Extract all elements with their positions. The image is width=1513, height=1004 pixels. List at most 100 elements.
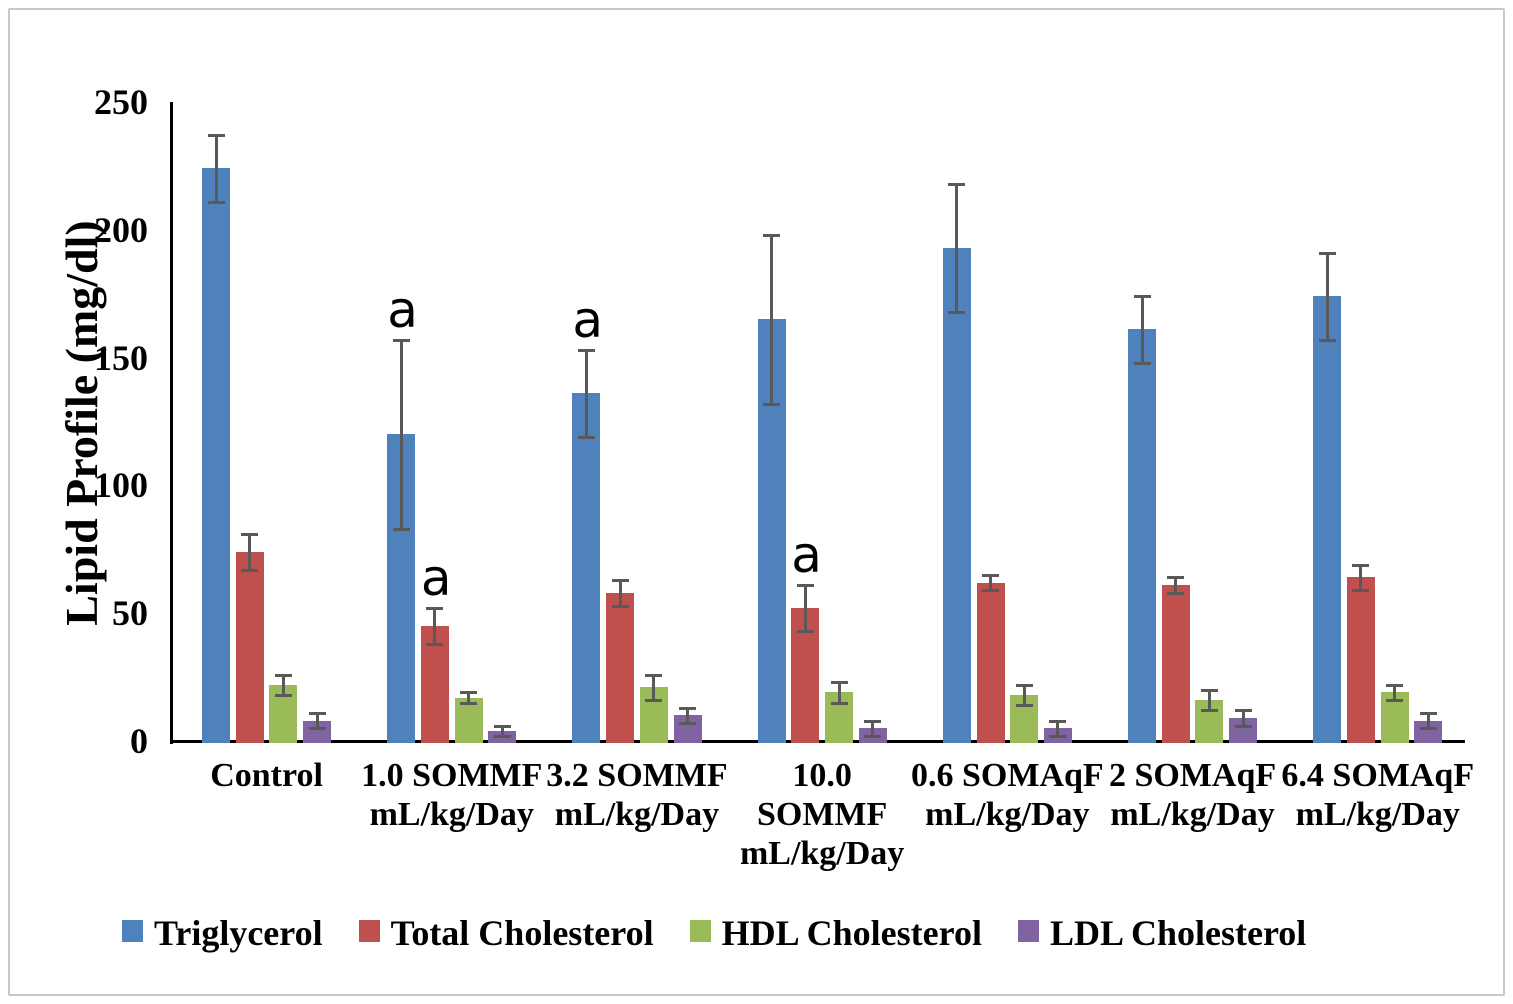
x-axis-label-2-somaqf-ml-kg-day: 2 SOMAqF mL/kg/Day [1091,756,1295,834]
x-axis-label-10-0-sommf-ml-kg-day: 10.0 SOMMF mL/kg/Day [720,756,924,873]
legend-label-hdl-cholesterol: HDL Cholesterol [721,913,982,953]
error-bar-line [281,674,285,695]
error-bar-cap [1200,688,1218,692]
error-bar-cap [1386,699,1404,703]
x-axis-label-line: mL/kg/Day [739,835,905,872]
x-axis-label-control: Control [165,756,369,795]
error-bar-line [467,692,471,703]
y-tick-label-50: 50 [112,593,148,634]
x-axis-label-line: mL/kg/Day [369,796,534,833]
error-bar-line [1426,712,1430,729]
error-bar-line [1241,710,1245,726]
error-bar-line [584,349,588,437]
bar-triglycerol-control [202,168,230,743]
error-bar-cap [611,578,629,582]
error-bar-cap [864,734,882,738]
y-axis-line [170,102,173,744]
significance-label: a [572,290,604,349]
error-bar-cap [611,604,629,608]
legend-item-hdl-cholesterol: HDL Cholesterol [689,908,982,958]
error-bar-cap [864,719,882,723]
error-bar-line [248,533,252,570]
bar-triglycerol-2-somaqf-ml-kg-day [1128,329,1156,743]
x-axis-label-line: Control [210,757,323,794]
x-axis-label-line: mL/kg/Day [1110,796,1275,833]
error-bar-cap [645,699,663,703]
bar-total-cholesterol-3-2-sommf-ml-kg-day [606,592,635,743]
error-bar-cap [679,722,696,726]
error-bar-cap [830,681,848,685]
error-bar-line [770,234,774,404]
legend-swatch-ldl-cholesterol [1017,920,1039,942]
error-bar-cap [1200,709,1218,713]
bar-total-cholesterol-6-4-somaqf-ml-kg-day [1346,577,1375,743]
error-bar-cap [830,701,848,705]
error-bar-cap [763,233,781,237]
error-bar-cap [493,734,511,738]
error-bar-cap [392,338,410,342]
error-bar-cap [796,630,814,634]
legend-label-total-cholesterol: Total Cholesterol [390,913,654,953]
error-bar-cap [493,724,511,728]
error-bar-line [803,585,807,632]
legend-item-ldl-cholesterol: LDL Cholesterol [1017,908,1306,958]
error-bar-cap [460,691,478,695]
error-bar-line [618,579,622,606]
error-bar-cap [241,532,259,536]
error-bar-line [315,712,319,729]
error-bar-line [1207,689,1211,711]
error-bar-cap [1167,591,1185,595]
bar-total-cholesterol-control [235,551,264,743]
error-bar-line [214,135,218,202]
error-bar-cap [1049,734,1067,738]
x-axis-label-line: SOMMF [756,796,888,833]
error-bar-cap [1015,683,1033,687]
x-axis-label-line: 6.4 SOMAqF [1281,757,1475,794]
legend: Triglycerol Total Cholesterol HDL Choleste… [122,908,1306,966]
error-bar-cap [207,200,225,204]
y-tick-label-150: 150 [94,337,148,378]
error-bar-line [989,574,992,591]
error-bar-cap [1352,563,1370,567]
error-bar-line [1393,684,1397,701]
bar-total-cholesterol-0-6-somaqf-ml-kg-day [976,582,1005,743]
error-bar-cap [1049,719,1067,723]
error-bar-line [433,608,437,644]
error-bar-line [686,707,689,724]
error-bar-line [500,725,504,736]
error-bar-line [1325,252,1329,340]
error-bar-line [871,720,875,736]
bar-triglycerol-0-6-somaqf-ml-kg-day [942,247,971,743]
error-bar-cap [426,642,444,646]
error-bar-cap [426,607,444,611]
error-bar-cap [460,701,478,705]
error-bar-line [399,339,403,529]
bar-ldl-cholesterol-6-4-somaqf-ml-kg-day [1414,720,1443,743]
error-bar-cap [948,310,966,314]
error-bar-line [1140,296,1144,363]
bar-triglycerol-6-4-somaqf-ml-kg-day [1313,296,1342,743]
error-bar-cap [948,182,966,186]
error-bar-cap [645,673,663,677]
error-bar-line [1359,564,1363,591]
y-tick-label-200: 200 [94,209,148,250]
error-bar-cap [679,706,696,710]
error-bar-cap [1352,589,1370,593]
legend-swatch-triglycerol [122,920,143,942]
legend-swatch-hdl-cholesterol [689,920,711,942]
error-bar-cap [1318,338,1336,342]
significance-label: a [791,526,822,585]
error-bar-line [1174,577,1178,593]
legend-item-triglycerol: Triglycerol [122,908,323,958]
legend-swatch-total-cholesterol [358,920,380,942]
error-bar-cap [207,134,225,138]
x-axis-label-line: 10.0 [792,757,852,794]
significance-label: a [387,280,418,339]
x-axis-label-3-2-sommf-ml-kg-day: 3.2 SOMMF mL/kg/Day [535,756,739,834]
x-axis-label-1-0-sommf-ml-kg-day: 1.0 SOMMF mL/kg/Day [350,756,554,834]
bar-total-cholesterol-2-somaqf-ml-kg-day [1161,585,1190,743]
error-bar-cap [308,711,326,715]
error-bar-line [1022,684,1026,706]
error-bar-line [652,674,656,701]
